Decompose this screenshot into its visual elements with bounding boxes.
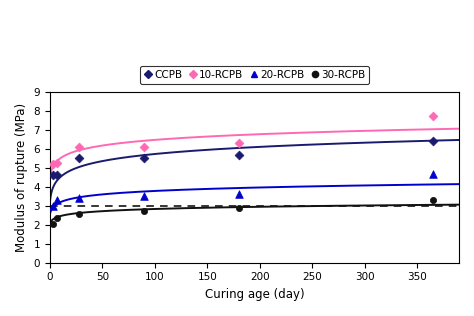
Point	[75, 212, 83, 217]
Point	[140, 144, 148, 149]
Legend: CCPB, 10-RCPB, 20-RCPB, 30-RCPB: CCPB, 10-RCPB, 20-RCPB, 30-RCPB	[140, 66, 369, 84]
Point	[140, 209, 148, 214]
Point	[54, 173, 61, 178]
Point	[235, 205, 243, 210]
Point	[140, 155, 148, 161]
Point	[429, 172, 437, 177]
Point	[49, 161, 57, 166]
Point	[49, 203, 57, 208]
Point	[49, 173, 57, 178]
Point	[235, 140, 243, 145]
Point	[75, 144, 83, 149]
Point	[54, 216, 61, 221]
Point	[429, 114, 437, 119]
Point	[49, 221, 57, 226]
Point	[429, 198, 437, 203]
Point	[140, 194, 148, 199]
Point	[54, 160, 61, 165]
Point	[75, 196, 83, 201]
Point	[54, 198, 61, 203]
Point	[235, 192, 243, 197]
Point	[235, 153, 243, 158]
Point	[75, 155, 83, 161]
Point	[429, 138, 437, 143]
Y-axis label: Modulus of rupture (MPa): Modulus of rupture (MPa)	[15, 103, 28, 252]
X-axis label: Curing age (day): Curing age (day)	[205, 288, 304, 301]
